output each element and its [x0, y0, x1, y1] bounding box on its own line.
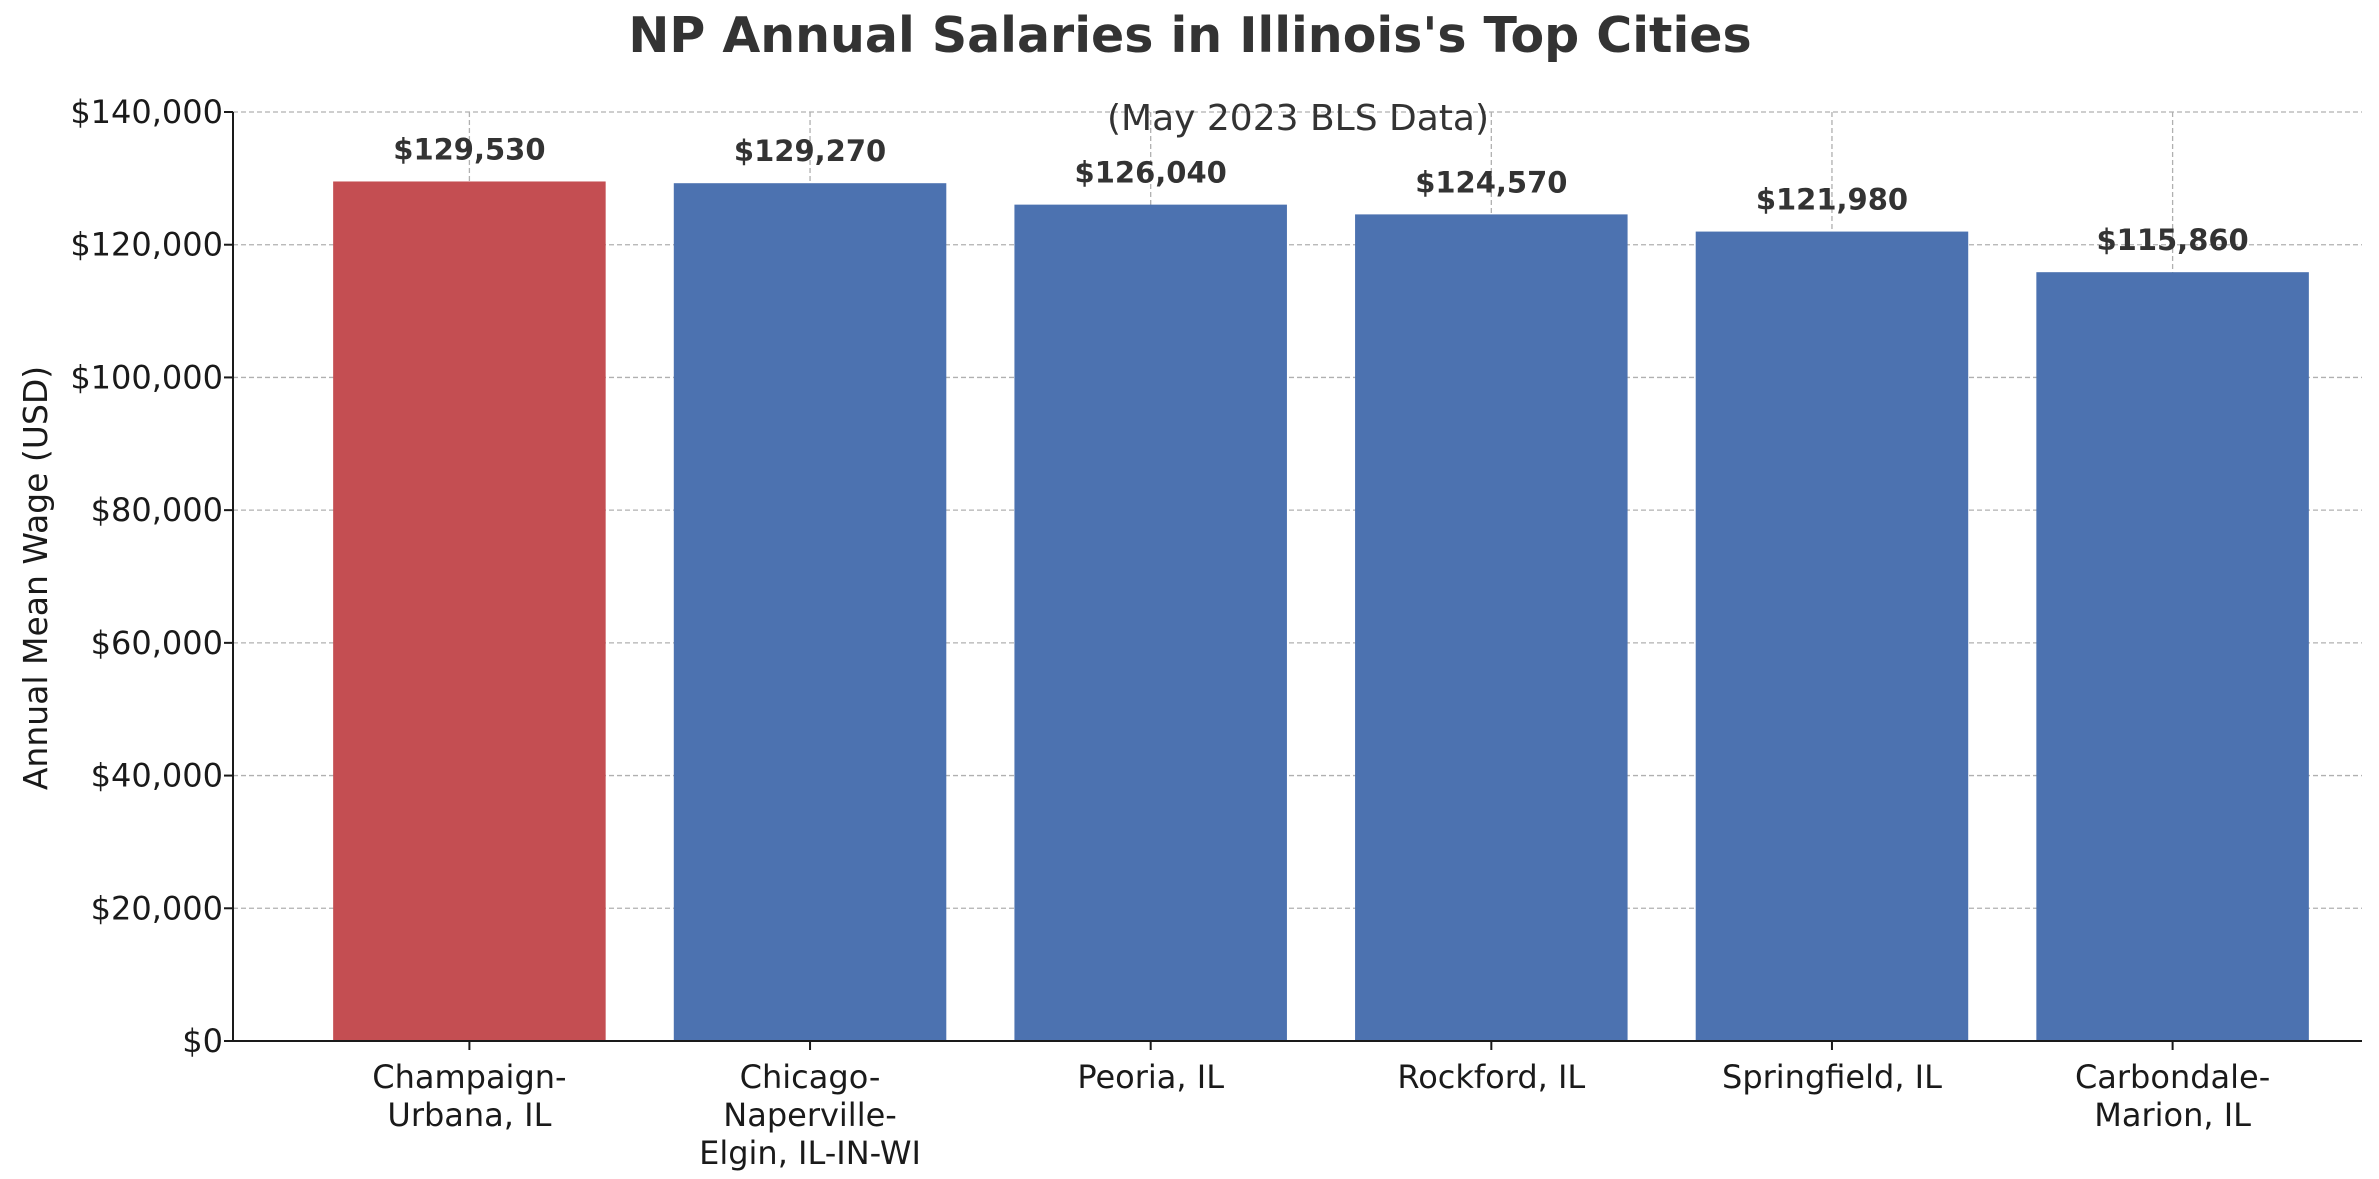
y-tick-label: $140,000 [70, 93, 223, 131]
x-tick-label-line: Champaign- [372, 1058, 566, 1096]
x-tick-label-line: Rockford, IL [1397, 1058, 1585, 1096]
bar [333, 181, 606, 1041]
data-label: $115,860 [2096, 223, 2248, 257]
bar [1695, 231, 1969, 1042]
data-label: $124,570 [1415, 165, 1567, 199]
bar [2036, 272, 2309, 1041]
x-tick-label-line: Naperville- [723, 1096, 897, 1134]
x-tick-label-line: Chicago- [740, 1058, 881, 1096]
chart-title: NP Annual Salaries in Illinois's Top Cit… [628, 7, 1751, 64]
data-label: $129,530 [393, 132, 545, 166]
y-tick-label: $60,000 [91, 624, 223, 662]
x-tick-label-line: Springfield, IL [1722, 1058, 1942, 1096]
x-tick-label-line: Carbondale- [2075, 1058, 2270, 1096]
y-tick-label: $0 [182, 1022, 223, 1060]
y-tick-label: $20,000 [91, 889, 223, 927]
x-tick-label: Peoria, IL [1077, 1058, 1224, 1096]
bar [673, 183, 947, 1041]
data-label: $126,040 [1075, 156, 1227, 190]
x-tick-label-line: Urbana, IL [387, 1096, 551, 1134]
x-tick-label-line: Elgin, IL-IN-WI [699, 1134, 921, 1172]
x-tick-label-line: Peoria, IL [1077, 1058, 1224, 1096]
data-label: $121,980 [1756, 183, 1908, 217]
x-tick-label: Springfield, IL [1722, 1058, 1942, 1096]
label-layer: $129,530 $129,270 $126,040 $124,570 $121,980… [70, 93, 2270, 1172]
bar [1355, 214, 1628, 1042]
bar [1014, 204, 1287, 1041]
axis-layer [224, 111, 2362, 1050]
y-tick-label: $100,000 [70, 358, 223, 396]
x-tick-label: Carbondale-Marion, IL [2075, 1058, 2270, 1134]
y-tick-label: $40,000 [91, 757, 223, 795]
bar-layer [333, 181, 2309, 1042]
x-tick-label: Chicago-Naperville-Elgin, IL-IN-WI [699, 1058, 921, 1172]
y-axis-label: Annual Mean Wage (USD) [16, 366, 55, 790]
x-tick-label: Rockford, IL [1397, 1058, 1585, 1096]
y-tick-label: $120,000 [70, 226, 223, 264]
data-label: $129,270 [734, 134, 886, 168]
chart-subtitle: (May 2023 BLS Data) [1107, 98, 1489, 139]
x-tick-label-line: Marion, IL [2094, 1096, 2251, 1134]
y-tick-label: $80,000 [91, 491, 223, 529]
x-tick-label: Champaign-Urbana, IL [372, 1058, 566, 1134]
